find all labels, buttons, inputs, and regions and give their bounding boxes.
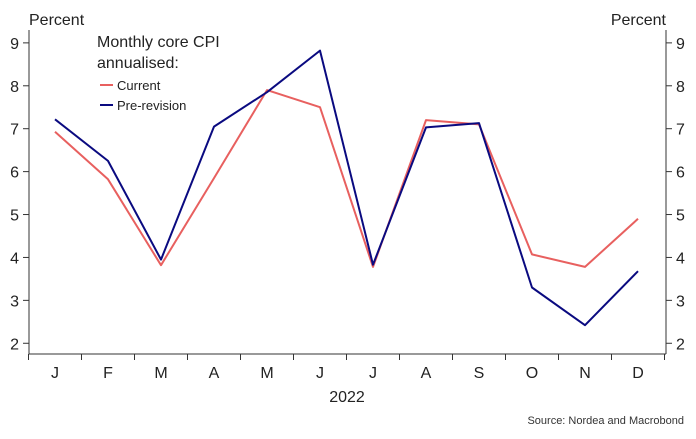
y-tick-label-right: 5: [676, 208, 685, 225]
series-line-current: [54, 89, 639, 268]
x-tick-label: F: [103, 365, 113, 382]
y-tick-label-left: 7: [10, 122, 19, 139]
y-tick-label-left: 9: [10, 36, 19, 53]
x-tick-label: S: [474, 365, 485, 382]
y-tick-label-right: 9: [676, 36, 685, 53]
y-tick-label-right: 3: [676, 293, 685, 310]
x-tick-label: A: [209, 365, 220, 382]
x-tick-label: A: [421, 365, 432, 382]
legend-label-pre-revision: Pre-revision: [117, 98, 186, 113]
series-line-pre-revision: [54, 49, 639, 327]
y-tick-label-left: 3: [10, 293, 19, 310]
x-tick-label: N: [579, 365, 591, 382]
x-axis-label: 2022: [329, 389, 365, 406]
x-tick-label: D: [632, 365, 644, 382]
y-tick-label-right: 8: [676, 79, 685, 96]
left-unit-label: Percent: [29, 12, 85, 29]
y-tick-label-right: 7: [676, 122, 685, 139]
right-unit-label: Percent: [611, 12, 667, 29]
y-tick-label-left: 6: [10, 165, 19, 182]
y-tick-label-left: 8: [10, 79, 19, 96]
y-tick-label-right: 2: [676, 336, 685, 353]
y-tick-label-left: 4: [10, 250, 19, 267]
x-tick-label: M: [260, 365, 273, 382]
x-tick-label: J: [369, 365, 377, 382]
source-note: Source: Nordea and Macrobond: [527, 415, 684, 427]
x-tick-label: J: [51, 365, 59, 382]
x-tick-label: J: [316, 365, 324, 382]
legend-title-line2: annualised:: [97, 55, 179, 72]
y-tick-label-right: 4: [676, 250, 685, 267]
x-tick-label: O: [526, 365, 538, 382]
x-tick-label: M: [154, 365, 167, 382]
legend: Monthly core CPI annualised: Current Pre…: [97, 34, 220, 113]
y-tick-label-left: 2: [10, 336, 19, 353]
y-tick-label-right: 6: [676, 165, 685, 182]
legend-label-current: Current: [117, 78, 161, 93]
y-tick-label-left: 5: [10, 208, 19, 225]
legend-title-line1: Monthly core CPI: [97, 34, 220, 51]
